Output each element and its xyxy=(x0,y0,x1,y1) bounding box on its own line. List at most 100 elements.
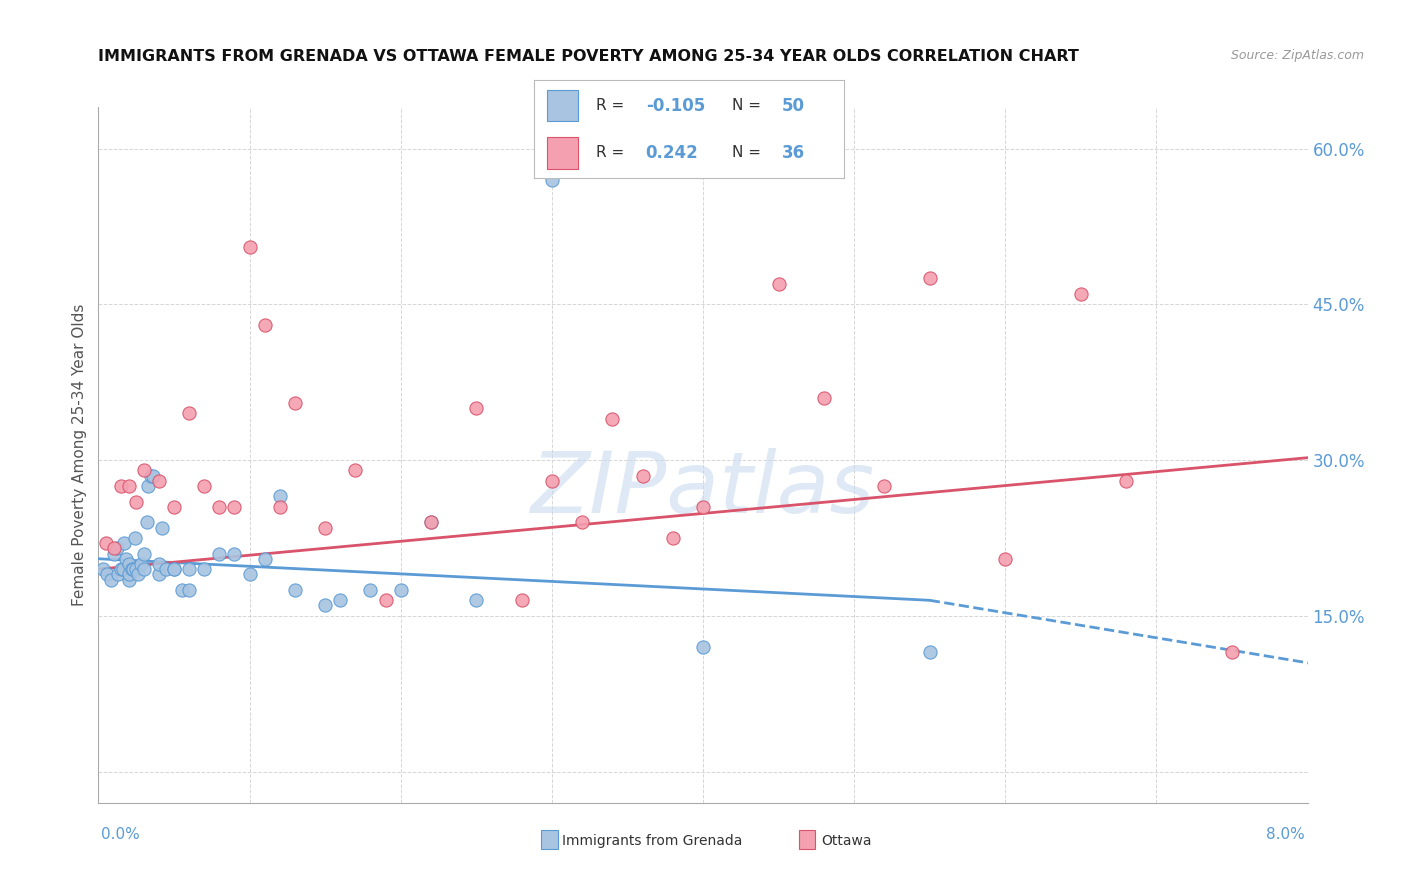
Point xyxy=(114,551,136,566)
Text: IMMIGRANTS FROM GRENADA VS OTTAWA FEMALE POVERTY AMONG 25-34 YEAR OLDS CORRELATI: IMMIGRANTS FROM GRENADA VS OTTAWA FEMALE… xyxy=(98,49,1080,64)
Text: R =: R = xyxy=(596,98,630,113)
Point xyxy=(155,562,177,576)
Point xyxy=(284,396,307,410)
Point xyxy=(359,582,381,597)
Point xyxy=(540,172,562,186)
Text: N =: N = xyxy=(733,145,766,161)
Point xyxy=(103,547,125,561)
Point xyxy=(813,391,835,405)
Text: ZIPatlas: ZIPatlas xyxy=(531,448,875,532)
Point xyxy=(96,567,118,582)
Point xyxy=(132,463,155,477)
Point xyxy=(112,536,135,550)
Point xyxy=(111,562,134,576)
Point xyxy=(1115,474,1137,488)
Point xyxy=(510,593,533,607)
Point xyxy=(163,500,186,514)
Point xyxy=(465,593,488,607)
Point xyxy=(163,562,186,576)
Text: 36: 36 xyxy=(782,144,804,161)
Point xyxy=(692,640,714,654)
Point xyxy=(374,593,396,607)
Y-axis label: Female Poverty Among 25-34 Year Olds: Female Poverty Among 25-34 Year Olds xyxy=(72,304,87,606)
Point xyxy=(125,562,148,576)
Point xyxy=(170,582,193,597)
Text: Immigrants from Grenada: Immigrants from Grenada xyxy=(562,834,742,848)
Point xyxy=(253,318,276,332)
Point xyxy=(1070,287,1092,301)
Point xyxy=(141,468,163,483)
Text: Ottawa: Ottawa xyxy=(821,834,872,848)
Point xyxy=(918,271,941,285)
Point xyxy=(193,479,215,493)
Point xyxy=(100,573,122,587)
Point xyxy=(329,593,352,607)
Point xyxy=(239,567,262,582)
Point xyxy=(208,500,231,514)
Point xyxy=(253,551,276,566)
Text: N =: N = xyxy=(733,98,766,113)
Point xyxy=(122,562,145,576)
Text: 8.0%: 8.0% xyxy=(1265,827,1305,841)
Point xyxy=(136,479,159,493)
Point xyxy=(163,562,186,576)
Text: Source: ZipAtlas.com: Source: ZipAtlas.com xyxy=(1230,49,1364,62)
Point xyxy=(121,562,143,576)
Point xyxy=(118,573,141,587)
Point xyxy=(344,463,367,477)
Point xyxy=(179,562,201,576)
Point xyxy=(148,567,170,582)
Point xyxy=(124,531,146,545)
Point xyxy=(127,567,149,582)
Point xyxy=(571,516,593,530)
Point xyxy=(132,547,155,561)
Point xyxy=(148,474,170,488)
Point xyxy=(125,494,148,508)
Point xyxy=(107,567,129,582)
Point xyxy=(193,562,215,576)
Text: R =: R = xyxy=(596,145,634,161)
Point xyxy=(208,547,231,561)
Point xyxy=(118,567,141,582)
Point xyxy=(389,582,412,597)
Point xyxy=(465,401,488,416)
Point xyxy=(179,406,201,420)
Point xyxy=(110,562,132,576)
Point xyxy=(284,582,307,597)
Point xyxy=(135,516,157,530)
Bar xyxy=(547,90,578,121)
Point xyxy=(132,562,155,576)
Point xyxy=(918,645,941,659)
Text: 0.242: 0.242 xyxy=(645,144,699,161)
Point xyxy=(129,557,152,571)
Point xyxy=(419,516,441,530)
Point xyxy=(118,557,141,571)
Point xyxy=(602,411,624,425)
Point xyxy=(994,551,1017,566)
Point xyxy=(314,520,336,534)
Bar xyxy=(547,137,578,169)
Point xyxy=(142,468,165,483)
Point xyxy=(768,277,790,291)
Point xyxy=(269,490,291,504)
Point xyxy=(419,516,441,530)
Point xyxy=(94,536,117,550)
Point xyxy=(873,479,896,493)
Point xyxy=(631,468,654,483)
Text: 50: 50 xyxy=(782,97,804,115)
Point xyxy=(148,557,170,571)
Point xyxy=(118,479,141,493)
Point xyxy=(540,474,562,488)
Point xyxy=(692,500,714,514)
Point xyxy=(110,479,132,493)
Text: 0.0%: 0.0% xyxy=(101,827,141,841)
Text: -0.105: -0.105 xyxy=(645,97,704,115)
Point xyxy=(150,520,173,534)
Point xyxy=(91,562,114,576)
Point xyxy=(269,500,291,514)
Point xyxy=(239,240,262,254)
Point xyxy=(314,599,336,613)
Point xyxy=(224,500,246,514)
Point xyxy=(224,547,246,561)
Point xyxy=(103,541,125,556)
